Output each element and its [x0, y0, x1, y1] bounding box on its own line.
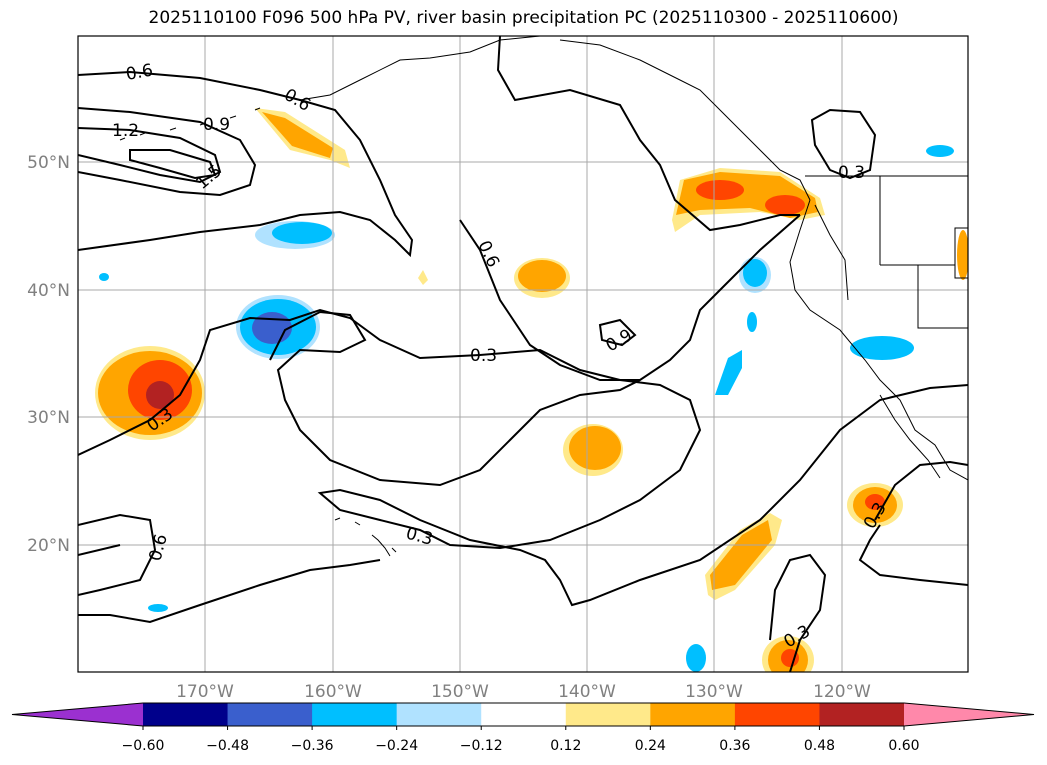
contour-label: 0.6: [281, 85, 314, 116]
contour-label: 0.9: [203, 115, 230, 135]
contour-label: 0.6: [146, 532, 172, 563]
contour-label: 0.3: [838, 163, 865, 183]
contour-label: 0.3: [404, 524, 435, 550]
borders: [805, 175, 968, 329]
chart-title: 2025110100 F096 500 hPa PV, river basin …: [148, 8, 899, 28]
contour-0-9-small: [598, 318, 637, 347]
colorbar-extend-max: [904, 703, 1034, 726]
colorbar: −0.60 −0.48 −0.36 −0.24 −0.12 0.12 0.24 0.36 0.4…: [11, 702, 1035, 754]
contour-label-group: 0.6 1.2 0.9 1.5 0.6 0.6 0.3 0.9 0.3 0.3 …: [112, 61, 891, 653]
colorbar-tick-label: −0.24: [375, 738, 418, 754]
precip-blob-neg-east2: [715, 350, 742, 395]
lat-label: 50°N: [27, 153, 70, 173]
contour-label: 1.5: [192, 161, 226, 194]
coastline-baja: [879, 394, 941, 479]
contour-1-2: [78, 127, 222, 184]
coastlines: [119, 36, 968, 557]
coastline-west-coast: [789, 199, 968, 481]
contour-0-3-large: [78, 308, 968, 607]
lon-label: 120°W: [813, 682, 871, 702]
contour-label: 0.6: [473, 238, 503, 271]
coastline-hawaii: [334, 517, 397, 557]
colorbar-segment: [819, 703, 905, 726]
contour-label: 0.6: [124, 61, 154, 85]
border-states: [879, 176, 968, 329]
lon-labels: 170°W 160°W 150°W 140°W 130°W 120°W: [176, 682, 871, 702]
colorbar-segment: [312, 703, 398, 726]
colorbar-segment: [143, 703, 229, 726]
colorbar-tick-label: 0.24: [635, 738, 666, 754]
colorbar-segment: [734, 703, 820, 726]
colorbar-tick-label: 0.48: [804, 738, 835, 754]
precip-blob-south-streak: [705, 513, 782, 600]
contour-0-9: [78, 107, 257, 197]
lat-label: 20°N: [27, 536, 70, 556]
contour-0-3-loop: [269, 310, 641, 487]
contour-label: 1.2: [112, 121, 139, 141]
colorbar-segment: [565, 703, 651, 726]
lat-labels: 50°N 40°N 30°N 20°N: [27, 153, 70, 556]
precip-fields: [95, 108, 968, 672]
contour-0-3-east: [810, 108, 877, 180]
pv-contours: [78, 36, 968, 672]
contour-label: 0.3: [470, 346, 497, 366]
contour-0-6-north: [78, 70, 414, 258]
gridlines: [78, 36, 968, 672]
contour-0-3-bottom: [769, 553, 827, 672]
lon-label: 170°W: [176, 682, 234, 702]
contour-0-6-south: [78, 513, 157, 596]
lon-label: 140°W: [558, 682, 616, 702]
map-frame: [77, 35, 969, 673]
precip-blob-neg-east4: [926, 145, 954, 157]
colorbar-segment: [227, 703, 313, 726]
lon-label: 130°W: [685, 682, 743, 702]
colorbar-tick-label: −0.48: [206, 738, 249, 754]
coastline-alaska: [299, 36, 811, 201]
contour-1-5: [129, 149, 217, 180]
lat-label: 30°N: [27, 408, 70, 428]
colorbar-tick-label: −0.36: [291, 738, 334, 754]
colorbar-tick-label: −0.12: [460, 738, 503, 754]
contour-0-3-se: [858, 460, 968, 586]
contour-0-6-south2: [78, 544, 381, 624]
lon-label: 160°W: [304, 682, 362, 702]
colorbar-segment: [481, 703, 567, 726]
colorbar-segment: [396, 703, 482, 726]
colorbar-tick-label: 0.36: [719, 738, 750, 754]
precip-blob-neg-east3: [850, 336, 914, 360]
colorbar-tick-label: 0.12: [550, 738, 581, 754]
lon-label: 150°W: [431, 682, 489, 702]
colorbar-extend-min: [12, 703, 143, 726]
lat-label: 40°N: [27, 281, 70, 301]
colorbar-tick-label: −0.60: [122, 738, 165, 754]
colorbar-tick-label: 0.60: [888, 738, 919, 754]
colorbar-segment: [650, 703, 736, 726]
